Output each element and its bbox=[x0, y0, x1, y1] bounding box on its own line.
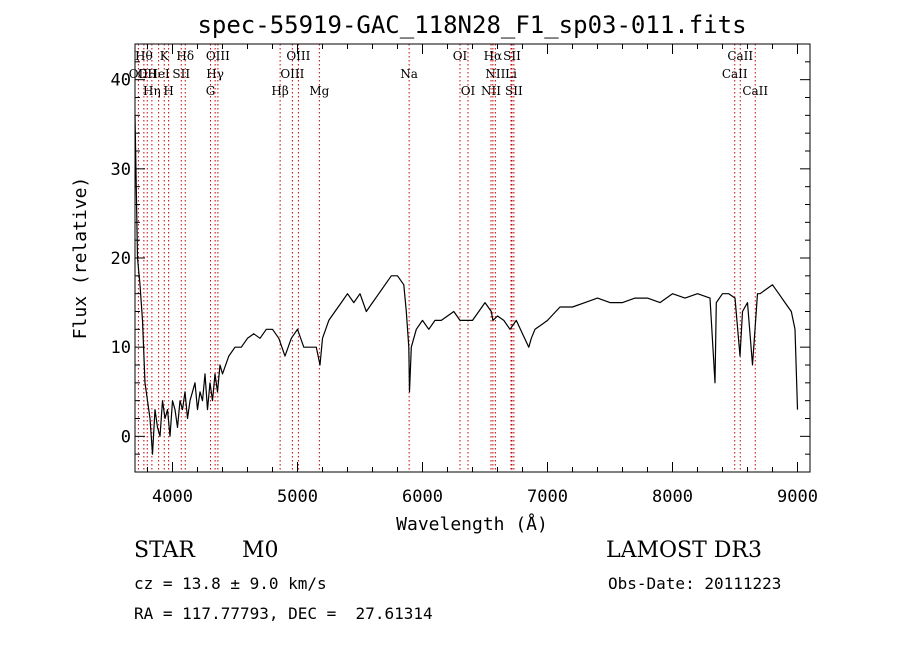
line-label: CaII bbox=[742, 84, 768, 98]
x-tick-label: 7000 bbox=[527, 487, 568, 507]
line-label: CaII bbox=[727, 49, 753, 63]
line-label: Hθ bbox=[135, 49, 153, 63]
chart-title: spec-55919-GAC_118N28_F1_sp03-011.fits bbox=[197, 11, 746, 39]
line-label: K bbox=[160, 49, 170, 63]
object-class: STAR bbox=[134, 538, 195, 563]
line-label: G bbox=[206, 84, 216, 98]
survey-name: LAMOST DR3 bbox=[606, 538, 762, 563]
y-tick-label: 30 bbox=[111, 160, 131, 180]
line-label: Mg bbox=[309, 84, 329, 98]
tick-labels: 4000 5000 6000 7000 8000 9000 0 10 20 30 40 bbox=[111, 71, 818, 507]
spectral-line-labels: OII Hθ OII Hη HeI K H SII Hδ G Hγ OIII Hβ OIII OIII Mg N… bbox=[129, 49, 769, 98]
line-label: OI bbox=[453, 49, 468, 63]
line-label: OIII bbox=[206, 49, 230, 63]
line-label: Hγ bbox=[206, 67, 224, 81]
y-tick-label: 40 bbox=[111, 71, 131, 91]
line-label: OII bbox=[129, 67, 149, 81]
y-tick-label: 20 bbox=[111, 249, 131, 269]
line-label: OI bbox=[461, 84, 476, 98]
plot-frame bbox=[134, 43, 811, 473]
spectrum-line bbox=[134, 115, 799, 455]
x-tick-label: 5000 bbox=[277, 487, 318, 507]
line-label: SII bbox=[172, 67, 190, 81]
y-tick-label: 10 bbox=[111, 338, 131, 358]
line-label: H bbox=[163, 84, 173, 98]
x-tick-label: 8000 bbox=[652, 487, 693, 507]
line-label: OII bbox=[138, 67, 158, 81]
line-label: HeI bbox=[147, 67, 170, 81]
line-label: Hη bbox=[143, 84, 161, 98]
line-label: SII bbox=[503, 49, 521, 63]
y-axis-label: Flux (relative) bbox=[70, 177, 91, 340]
observation-date: Obs-Date: 20111223 bbox=[608, 574, 782, 593]
y-tick-label: 0 bbox=[121, 427, 131, 447]
spectral-line-markers bbox=[137, 44, 756, 472]
line-label: OIII bbox=[286, 49, 310, 63]
line-label: NII bbox=[485, 67, 505, 81]
x-tick-label: 9000 bbox=[777, 487, 818, 507]
redshift-line: cz = 13.8 ± 9.0 km/s bbox=[134, 574, 327, 593]
x-tick-label: 6000 bbox=[402, 487, 443, 507]
line-label: Na bbox=[400, 67, 418, 81]
x-tick-label: 4000 bbox=[152, 487, 193, 507]
line-label: Hβ bbox=[271, 84, 288, 98]
line-label: Hα bbox=[484, 49, 503, 63]
x-axis-label: Wavelength (Å) bbox=[396, 513, 548, 535]
line-label: Li bbox=[505, 67, 517, 81]
line-label: NII bbox=[481, 84, 501, 98]
axis-ticks bbox=[135, 43, 810, 472]
line-label: OIII bbox=[280, 67, 304, 81]
coordinates-line: RA = 117.77793, DEC = 27.61314 bbox=[134, 604, 433, 623]
line-label: SII bbox=[505, 84, 523, 98]
line-label: CaII bbox=[722, 67, 748, 81]
line-label: Hδ bbox=[176, 49, 194, 63]
subclass: M0 bbox=[242, 538, 279, 563]
